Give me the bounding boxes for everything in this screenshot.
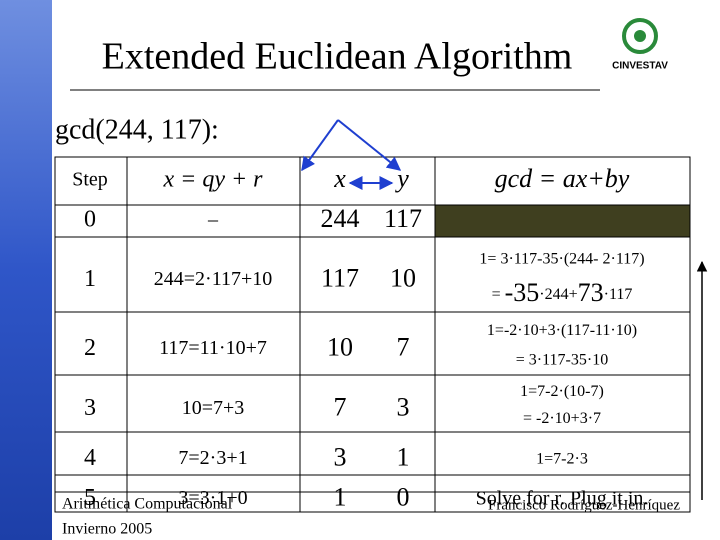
x-cell: 117 bbox=[321, 263, 359, 292]
logo-dot bbox=[634, 30, 646, 42]
gcd-part: 1= 3·117-35·(244- 2·117) bbox=[479, 250, 644, 267]
equation-cell: 244=2·117+10 bbox=[154, 268, 272, 290]
header-cell: x = qy + r bbox=[162, 167, 263, 193]
x-cell: 1 bbox=[334, 482, 347, 511]
gcd-part: 73 bbox=[578, 278, 604, 307]
gcd-empty-cell bbox=[435, 205, 690, 237]
x-cell: 244 bbox=[321, 204, 360, 233]
gcd-line: 1=-2·10+3·(117-11·10) bbox=[487, 322, 637, 339]
gcd-line: = 3·117-35·10 bbox=[516, 351, 608, 368]
logo: CINVESTAV bbox=[612, 18, 668, 72]
y-cell: 117 bbox=[384, 204, 422, 233]
gcd-part: 1=7-2·3 bbox=[536, 450, 588, 467]
gcd-part: 1=-2·10+3·(117-11·10) bbox=[487, 322, 637, 339]
x-cell: 10 bbox=[327, 332, 353, 361]
step-cell: 1 bbox=[84, 266, 96, 292]
step-cell: 0 bbox=[84, 207, 96, 233]
arrow bbox=[301, 119, 339, 172]
equation-cell: 10=7+3 bbox=[182, 397, 245, 419]
equation-cell: 3=3·1+0 bbox=[178, 487, 247, 509]
equation-cell: 117=11·10+7 bbox=[159, 337, 267, 359]
header-cell: Step bbox=[72, 169, 108, 191]
step-cell: 2 bbox=[84, 335, 96, 361]
gcd-part: ·117 bbox=[604, 285, 633, 302]
x-cell: 3 bbox=[334, 442, 347, 471]
gcd-part: = 3·117-35·10 bbox=[516, 351, 608, 368]
gcd-part: = bbox=[492, 285, 505, 302]
gcd-line: 1=7-2·(10-7) bbox=[520, 383, 604, 400]
y-cell: 7 bbox=[397, 332, 410, 361]
heading: gcd(244, 117): bbox=[55, 114, 219, 145]
footer-author: Francisco Rodríguez-Henríquez bbox=[488, 497, 680, 513]
gcd-line: 1=7-2·3 bbox=[536, 450, 588, 467]
gcd-line: 1= 3·117-35·(244- 2·117) bbox=[479, 250, 644, 267]
gcd-part: ·244+ bbox=[539, 285, 577, 302]
x-cell: 7 bbox=[334, 392, 347, 421]
equation-cell: – bbox=[207, 209, 219, 231]
gcd-part: 1=7-2·(10-7) bbox=[520, 383, 604, 400]
y-cell: 10 bbox=[390, 263, 416, 292]
footer-course: Aritmética Computacional bbox=[62, 496, 233, 513]
header-cell: y bbox=[394, 164, 409, 193]
footer-term: Invierno 2005 bbox=[62, 521, 152, 538]
gcd-part: Solve for r. Plug it in. bbox=[476, 487, 649, 509]
gcd-part: -35 bbox=[505, 278, 540, 307]
logo-ring bbox=[622, 18, 658, 54]
logo-text: CINVESTAV bbox=[612, 61, 668, 72]
side-band bbox=[0, 0, 52, 540]
y-cell: 1 bbox=[397, 442, 410, 471]
equation-cell: 7=2·3+1 bbox=[178, 447, 247, 469]
y-cell: 0 bbox=[397, 482, 410, 511]
gcd-line: Solve for r. Plug it in. bbox=[476, 487, 649, 509]
y-cell: 3 bbox=[397, 392, 410, 421]
step-cell: 4 bbox=[84, 445, 96, 471]
title: Extended Euclidean Algorithm bbox=[102, 36, 573, 78]
gcd-line: = -35·244+73·117 bbox=[492, 278, 633, 307]
arrows bbox=[301, 119, 708, 500]
header-cell: gcd = ax+by bbox=[495, 164, 630, 193]
step-cell: 3 bbox=[84, 395, 96, 421]
table-border bbox=[54, 156, 691, 513]
arrow bbox=[337, 119, 402, 171]
gcd-part: = -2·10+3·7 bbox=[523, 410, 601, 427]
header-cell: x bbox=[333, 164, 346, 193]
gcd-line: = -2·10+3·7 bbox=[523, 410, 601, 427]
